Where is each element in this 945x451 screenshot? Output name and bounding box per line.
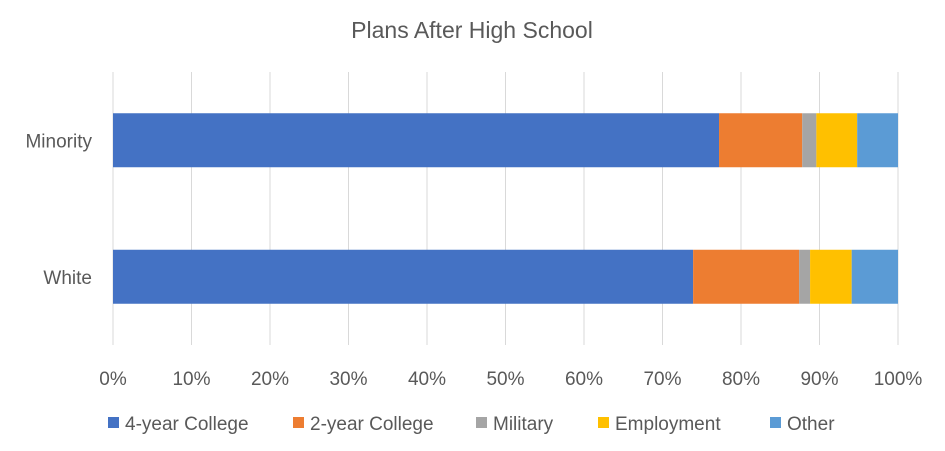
legend-item: Other [770, 414, 835, 435]
legend-swatch [293, 417, 304, 428]
legend-label: Employment [615, 414, 721, 435]
legend-label: 4-year College [125, 414, 249, 435]
legend-item: Employment [598, 414, 721, 435]
legend-item: Military [476, 414, 554, 435]
x-tick-label: 30% [329, 369, 367, 390]
bar-segment [693, 249, 800, 304]
bar-segment [816, 113, 858, 168]
legend-label: 2-year College [310, 414, 434, 435]
bar-segment [113, 113, 720, 168]
x-tick-label: 0% [99, 369, 127, 390]
legend-swatch [598, 417, 609, 428]
x-tick-label: 20% [251, 369, 289, 390]
bars [113, 113, 898, 304]
category-label: Minority [25, 131, 92, 152]
x-tick-label: 40% [408, 369, 446, 390]
legend-label: Military [493, 414, 554, 435]
legend-label: Other [787, 414, 835, 435]
legend-swatch [476, 417, 487, 428]
x-tick-labels: 0% 10% 20% 30% 40% 50% 60% 70% 80% 90% 100% [99, 369, 922, 390]
x-tick-label: 10% [172, 369, 210, 390]
x-tick-label: 80% [722, 369, 760, 390]
gridlines [112, 72, 899, 345]
category-labels: Minority White [25, 131, 92, 289]
category-label: White [43, 268, 92, 289]
bar-segment [799, 249, 811, 304]
legend-item: 2-year College [293, 414, 434, 435]
bar-segment [113, 249, 694, 304]
bar-segment [802, 113, 817, 168]
bar-segment [851, 249, 898, 304]
legend-swatch [770, 417, 781, 428]
bar-segment [810, 249, 852, 304]
chart-title: Plans After High School [351, 17, 593, 43]
bar-segment [719, 113, 803, 168]
legend-item: 4-year College [108, 414, 249, 435]
legend-swatch [108, 417, 119, 428]
x-tick-label: 60% [565, 369, 603, 390]
x-tick-label: 100% [874, 369, 923, 390]
legend: 4-year College 2-year College Military Empl… [108, 414, 835, 435]
x-tick-label: 50% [486, 369, 524, 390]
x-tick-label: 90% [800, 369, 838, 390]
x-tick-label: 70% [643, 369, 681, 390]
bar-segment [857, 113, 898, 168]
